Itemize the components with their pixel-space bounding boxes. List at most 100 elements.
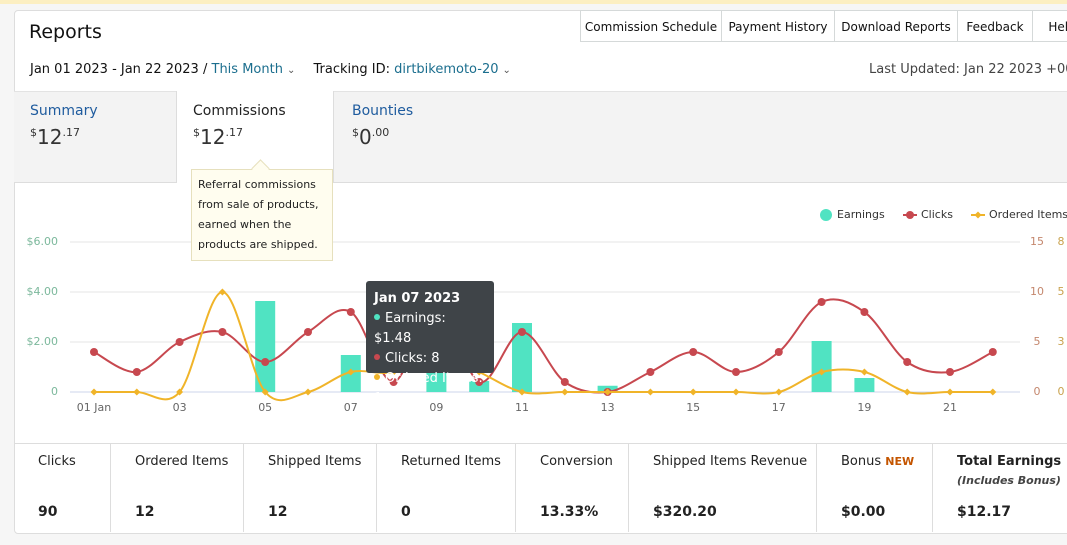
whole: 0: [359, 125, 372, 149]
series-line: [94, 290, 993, 402]
stat: Shipped Items 12: [243, 443, 376, 532]
stat-label-row: Ordered Items: [135, 454, 243, 469]
dot: [374, 354, 380, 360]
point: [346, 308, 355, 316]
point: [732, 368, 740, 376]
stat-value: $0.00: [841, 504, 886, 520]
bar: [811, 341, 832, 392]
point: [989, 388, 997, 396]
fraction: .17: [225, 126, 243, 139]
tab[interactable]: Bounties $0.00: [336, 91, 494, 181]
stats-row: [14, 443, 1067, 533]
caret: ⌄: [502, 65, 511, 76]
fraction: .00: [371, 126, 390, 139]
stat: Shipped Items Revenue $320.20: [628, 443, 816, 532]
point: [774, 348, 783, 356]
point: [689, 348, 698, 356]
point: [133, 388, 141, 396]
stat-value: $12.17: [957, 504, 1012, 520]
tracking-label: Tracking ID:: [313, 62, 390, 77]
stat-label: Shipped Items Revenue: [653, 454, 808, 469]
dot: [374, 374, 380, 380]
legend-label: Ordered Items: [989, 208, 1067, 221]
tab-amount: $0.00: [352, 125, 478, 149]
stat-label-row: Bonus NEW: [841, 454, 932, 469]
nav-button[interactable]: Payment History: [721, 10, 835, 42]
x-tick-label: 11: [515, 401, 529, 414]
tooltip-title: Jan 07 2023: [374, 291, 461, 306]
stat-value: $320.20: [653, 504, 717, 520]
bar: [512, 323, 532, 392]
tab-label: Summary: [30, 103, 98, 119]
y3ticks-label: 8: [1058, 235, 1065, 248]
yticks-label: $4.00: [27, 285, 59, 298]
y3ticks-label: 0: [1058, 385, 1065, 398]
stat-label: Clicks: [38, 454, 76, 469]
nav-button[interactable]: Download Reports: [834, 10, 958, 42]
point: [347, 368, 355, 376]
whole: 12: [200, 125, 226, 149]
point: [903, 358, 912, 366]
x-tick-label: 15: [686, 401, 700, 414]
bar: [469, 381, 490, 392]
tracking-select[interactable]: dirtbikemoto-20: [394, 62, 499, 77]
legend-marker: [820, 209, 832, 221]
stat: Ordered Items 12: [110, 443, 243, 532]
tooltip-line: Ordered Items: 1: [374, 369, 486, 409]
point: [304, 328, 312, 336]
x-tick-label: 09: [429, 401, 443, 414]
tab-amount: $12.17: [193, 125, 317, 149]
stat-label: Ordered Items: [135, 454, 229, 469]
x-tick-label: 05: [258, 401, 272, 414]
tooltip-line: from sale of products,: [198, 198, 319, 211]
tooltip-text: Ordered Items: 1: [374, 371, 483, 406]
stat-label: Returned Items: [401, 454, 501, 469]
y3ticks-label: 5: [1058, 285, 1065, 298]
point: [176, 388, 184, 396]
nav-button[interactable]: Feedback: [957, 10, 1033, 42]
y2ticks-label: 0: [1034, 385, 1041, 398]
stat: Clicks 90: [14, 443, 110, 532]
legend-marker: [906, 211, 914, 219]
point: [817, 298, 826, 306]
nav-button[interactable]: Help: [1032, 10, 1067, 42]
stat: Returned Items 0: [376, 443, 515, 532]
stat: Bonus NEW $0.00: [816, 443, 932, 532]
point: [475, 378, 484, 386]
bar: [426, 367, 447, 392]
stat-label-row: Clicks: [38, 454, 110, 469]
badge: NEW: [885, 455, 915, 468]
stat-label-row: Shipped Items: [268, 454, 376, 469]
tab[interactable]: Summary $12.17: [14, 91, 172, 181]
point: [604, 388, 612, 396]
date-range: Jan 01 2023 - Jan 22 2023: [30, 62, 199, 77]
point: [175, 338, 184, 346]
stat-label-row: Conversion: [540, 454, 628, 469]
stat-value: 12: [268, 504, 288, 520]
nav-button[interactable]: Commission Schedule: [580, 10, 722, 42]
yticks-label: 0: [51, 385, 58, 398]
point: [561, 388, 569, 396]
tab-label: Commissions: [193, 103, 286, 119]
tooltip-text: Clicks: 8: [385, 351, 440, 366]
point: [304, 388, 312, 396]
stat-sublabel: (Includes Bonus): [957, 474, 1061, 487]
filters: Jan 01 2023 - Jan 22 2023 / This Month ⌄ …: [30, 62, 517, 77]
point: [218, 288, 226, 296]
stat-label: Conversion: [540, 454, 613, 469]
stat-value: 0: [401, 504, 411, 520]
tooltip-line: Referral commissions: [198, 178, 316, 191]
point: [946, 368, 954, 376]
legend-label: Clicks: [921, 208, 953, 221]
point: [689, 388, 697, 396]
period-select[interactable]: This Month: [211, 62, 283, 77]
caret: ⌄: [286, 65, 296, 76]
whole: 12: [37, 125, 63, 149]
point: [261, 388, 269, 396]
stat-label: Total Earnings: [957, 454, 1062, 469]
stat-value: 12: [135, 504, 155, 520]
legend-label: Earnings: [837, 208, 885, 221]
point: [560, 378, 569, 386]
point: [903, 388, 911, 396]
